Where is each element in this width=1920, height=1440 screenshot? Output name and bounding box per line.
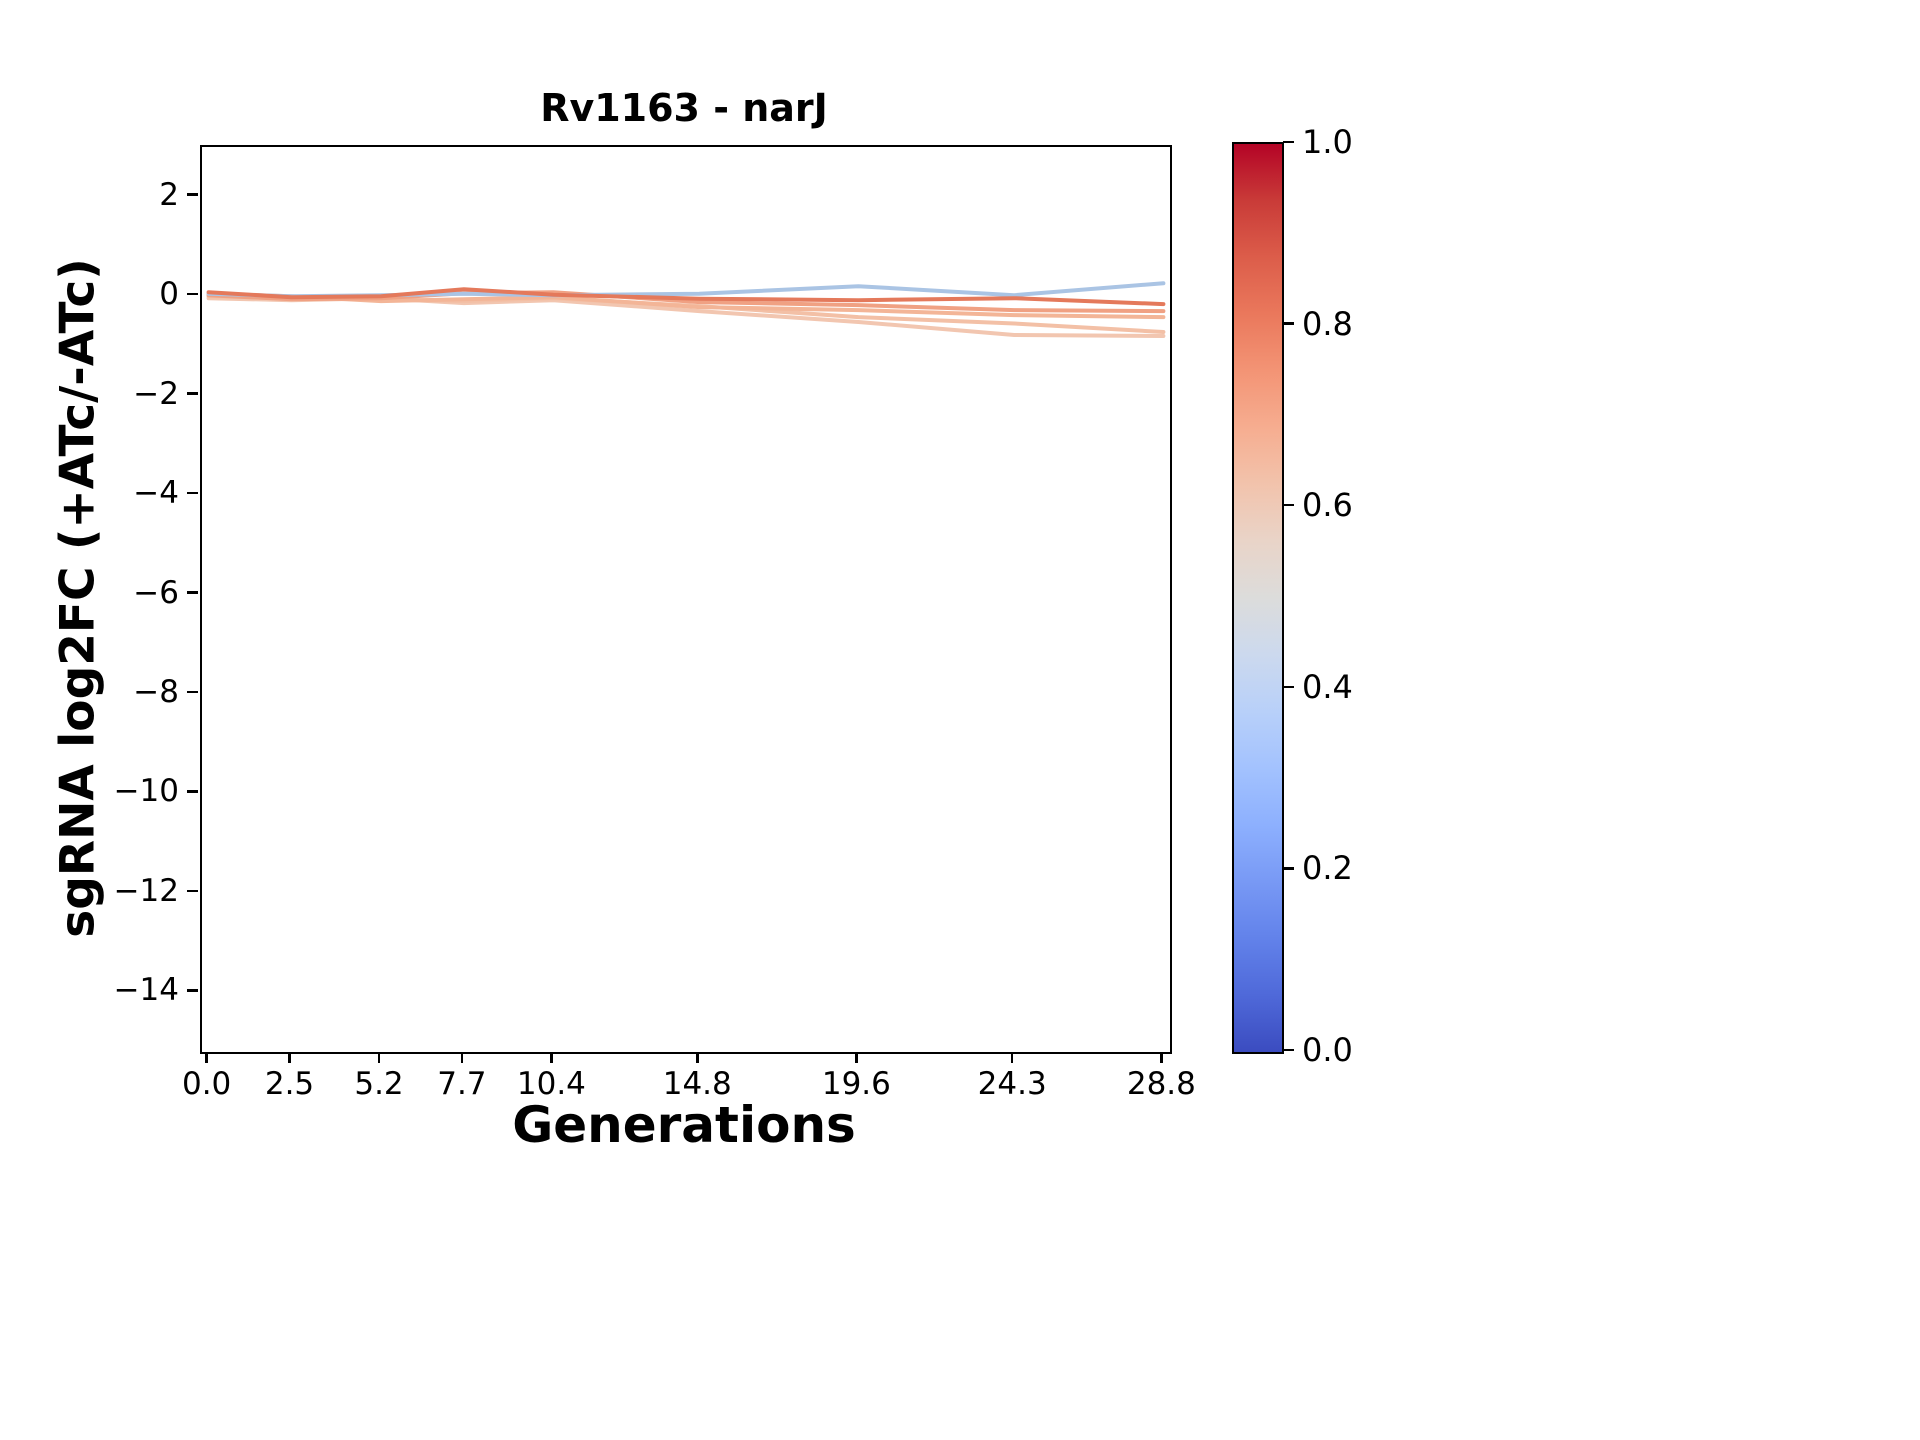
colorbar-tick-label: 0.0 (1302, 1031, 1353, 1069)
y-tick-label: −10 (113, 773, 179, 810)
colorbar-tick-mark (1282, 1048, 1294, 1052)
x-tick-mark (855, 1052, 858, 1063)
x-tick-label: 19.6 (821, 1066, 891, 1102)
x-tick-label: 0.0 (181, 1066, 232, 1102)
colorbar-tick-mark (1282, 685, 1294, 689)
colorbar-tick-label: 0.8 (1302, 304, 1353, 343)
colorbar-tick-label: 0.6 (1302, 486, 1353, 525)
x-tick-label: 10.4 (516, 1066, 586, 1102)
colorbar-tick-mark (1282, 322, 1294, 325)
series-line-sgRNA-6 (206, 287, 1166, 307)
y-tick-mark (187, 292, 198, 296)
y-tick-label: −4 (133, 475, 179, 512)
y-tick-mark (187, 790, 198, 793)
x-tick-mark (377, 1052, 381, 1063)
y-tick-mark (187, 392, 198, 395)
y-tick-mark (187, 491, 198, 495)
y-tick-label: −12 (113, 872, 179, 909)
x-tick-mark (460, 1052, 464, 1063)
y-tick-label: −6 (133, 574, 179, 611)
y-tick-mark (187, 591, 198, 594)
x-tick-label: 14.8 (662, 1066, 732, 1102)
y-tick-mark (187, 889, 198, 893)
x-tick-mark (696, 1052, 699, 1063)
plot-area (200, 145, 1172, 1054)
x-tick-mark (1010, 1052, 1014, 1063)
x-tick-label: 2.5 (264, 1066, 315, 1102)
x-tick-label: 24.3 (977, 1066, 1047, 1102)
colorbar-tick-mark (1282, 140, 1294, 144)
y-tick-mark (187, 989, 198, 992)
x-tick-label: 28.8 (1126, 1066, 1196, 1102)
colorbar-tick-label: 1.0 (1302, 123, 1353, 161)
y-tick-label: −2 (133, 375, 179, 412)
x-tick-mark (288, 1052, 291, 1063)
colorbar-tick-label: 0.2 (1302, 849, 1353, 888)
y-tick-label: −14 (113, 972, 179, 1009)
y-tick-label: −8 (133, 673, 179, 710)
chart-title: Rv1163 - narJ (540, 86, 828, 130)
colorbar-tick-label: 0.4 (1302, 667, 1353, 706)
x-axis-label: Generations (512, 1096, 856, 1154)
y-tick-mark (187, 690, 198, 694)
x-tick-mark (550, 1052, 553, 1063)
series-line-sgRNA-5 (206, 281, 1166, 299)
line-series-canvas (206, 281, 1166, 338)
y-tick-mark (187, 193, 198, 196)
colorbar-tick-mark (1282, 503, 1294, 507)
x-tick-label: 7.7 (437, 1066, 487, 1102)
colorbar (1232, 142, 1284, 1054)
y-tick-label: 2 (159, 176, 179, 213)
x-tick-mark (1160, 1052, 1163, 1063)
x-tick-mark (205, 1052, 208, 1063)
y-tick-label: 0 (159, 276, 179, 313)
colorbar-tick-mark (1282, 867, 1294, 870)
x-tick-label: 5.2 (354, 1066, 404, 1102)
